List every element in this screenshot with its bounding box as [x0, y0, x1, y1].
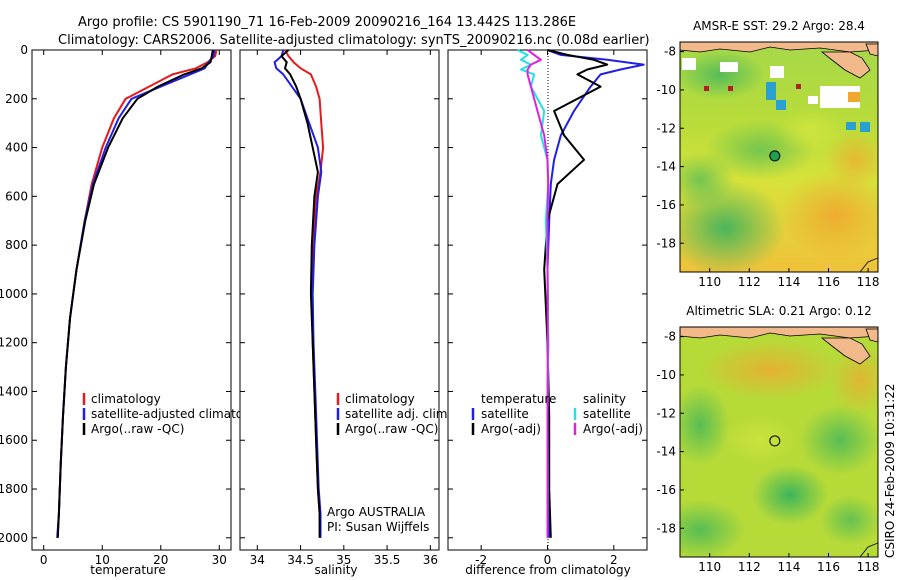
x-tick-label: 110 — [698, 560, 721, 574]
x-axis-label: salinity — [314, 563, 357, 577]
legend-label: climatology — [91, 392, 161, 406]
axes-frame — [239, 49, 440, 551]
x-tick-label: 34 — [250, 553, 265, 567]
series-line — [56, 49, 214, 538]
y-tick-label: -14 — [656, 160, 676, 174]
y-tick-label: -10 — [656, 368, 676, 382]
x-tick-label: 35 — [336, 553, 351, 567]
legend-label: satellite-adjusted climatology — [91, 407, 269, 421]
map-frame — [679, 326, 879, 558]
legend: climatology satellite-adjusted climatolo… — [82, 392, 269, 436]
x-tick-label: 112 — [738, 275, 761, 289]
x-tick-label: 114 — [777, 560, 800, 574]
y-tick-label: 200 — [5, 92, 28, 106]
x-tick-label: -2 — [475, 553, 487, 567]
y-tick-label: -12 — [656, 406, 676, 420]
panel-difference: -2 0 2 difference from climatology tempera… — [447, 49, 648, 577]
x-axis-label: temperature — [90, 563, 165, 577]
series-line — [280, 49, 321, 538]
legend-label: satellite — [481, 407, 529, 421]
legend-label: Argo(-adj) — [481, 422, 541, 436]
axes-frame — [31, 49, 232, 551]
y-tick-label: 600 — [5, 189, 28, 203]
x-tick-label: 35.5 — [374, 553, 401, 567]
y-tick-label: 2000 — [0, 531, 28, 545]
x-tick-label: 34.5 — [287, 553, 314, 567]
title-line-2: Climatology: CARS2006. Satellite-adjuste… — [58, 33, 650, 48]
map-frame — [679, 41, 879, 273]
y-tick-label: -8 — [664, 45, 676, 59]
x-tick-label: 0 — [544, 553, 552, 567]
panel-temperature: 0 10 20 30 0 200 400 600 800 1000 1200 1400 1600 180… — [0, 43, 269, 577]
map-title: AMSR-E SST: 29.2 Argo: 28.4 — [693, 19, 865, 33]
y-tick-label: 1400 — [0, 384, 28, 398]
x-tick-label: 118 — [857, 560, 880, 574]
y-tick-label: 800 — [5, 238, 28, 252]
map-sst: AMSR-E SST: 29.2 Argo: 28.4 — [656, 19, 880, 289]
x-tick-label: 2 — [610, 553, 618, 567]
legend-label: Argo(..raw -QC) — [345, 422, 438, 436]
y-tick-label: -16 — [656, 483, 676, 497]
legend-label: satellite adj. clim. — [345, 407, 451, 421]
title-line-1: Argo profile: CS 5901190_71 16-Feb-2009 … — [78, 15, 576, 30]
panel-salinity: 34 34.5 35 35.5 36 salinity climatology sate… — [239, 49, 451, 577]
y-tick-label: 1600 — [0, 433, 28, 447]
x-tick-label: 116 — [817, 560, 840, 574]
legend-label: Argo(..raw -QC) — [91, 422, 184, 436]
y-tick-label: 0 — [20, 43, 28, 57]
map-sla: Altimetric SLA: 0.21 Argo: 0.12 110 112 11… — [656, 304, 880, 574]
y-tick-label: 400 — [5, 141, 28, 155]
annotation-pi: PI: Susan Wijffels — [327, 520, 429, 534]
x-tick-label: 36 — [423, 553, 438, 567]
y-tick-label: -16 — [656, 198, 676, 212]
y-tick-label: 1200 — [0, 336, 28, 350]
y-tick-label: -10 — [656, 83, 676, 97]
x-tick-label: 10 — [95, 553, 110, 567]
argo-float-marker — [769, 150, 781, 162]
legend-label: Argo(-adj) — [583, 422, 643, 436]
y-tick-label: -8 — [664, 330, 676, 344]
x-tick-label: 118 — [857, 275, 880, 289]
legend-temperature: temperature satellite Argo(-adj) — [471, 392, 556, 436]
map-title: Altimetric SLA: 0.21 Argo: 0.12 — [686, 304, 871, 318]
y-tick-label: 1800 — [0, 482, 28, 496]
y-tick-label: 1000 — [0, 287, 28, 301]
x-axis-label: difference from climatology — [465, 563, 631, 577]
legend-title: temperature — [481, 392, 556, 406]
legend-label: satellite — [583, 407, 631, 421]
x-tick-label: 114 — [777, 275, 800, 289]
footer-timestamp: CSIRO 24-Feb-2009 10:31:22 — [883, 383, 897, 558]
x-tick-label: 110 — [698, 275, 721, 289]
y-tick-label: -18 — [656, 521, 676, 535]
x-tick-label: 112 — [738, 560, 761, 574]
annotation-argo-australia: Argo AUSTRALIA — [327, 505, 426, 519]
legend: climatology satellite adj. clim. Argo(..… — [336, 392, 451, 436]
series-line — [526, 49, 550, 538]
x-tick-label: 0 — [40, 553, 48, 567]
legend-label: climatology — [345, 392, 415, 406]
legend-salinity: salinity satellite Argo(-adj) — [573, 392, 643, 436]
sla-field — [680, 327, 878, 557]
y-tick-label: -12 — [656, 121, 676, 135]
legend-title: salinity — [583, 392, 626, 406]
y-tick-label: -14 — [656, 445, 676, 459]
x-tick-label: 20 — [153, 553, 168, 567]
y-tick-label: -18 — [656, 236, 676, 250]
x-tick-label: 116 — [817, 275, 840, 289]
x-tick-label: 30 — [212, 553, 227, 567]
argo-float-marker — [769, 435, 781, 447]
